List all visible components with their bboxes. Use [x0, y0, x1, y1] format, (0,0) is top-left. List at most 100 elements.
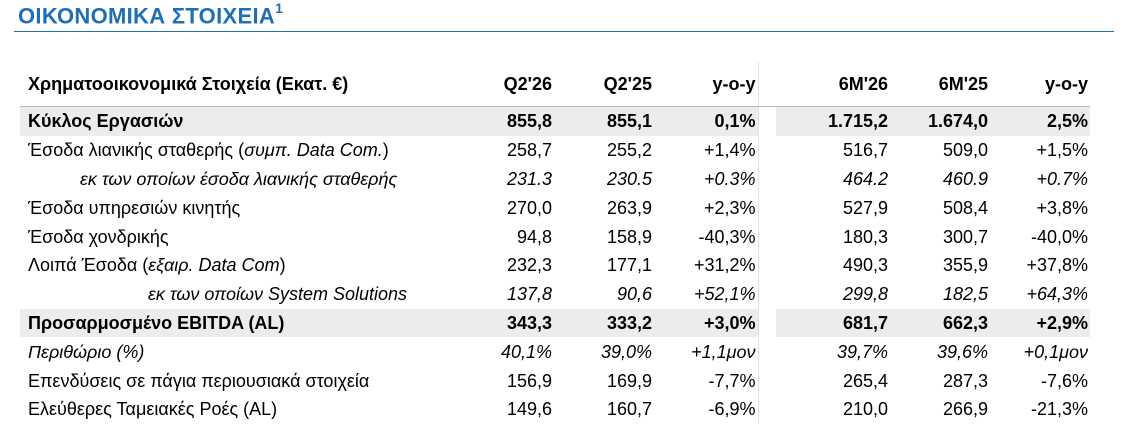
- cell-value: +0.7%: [1036, 168, 1088, 189]
- title-underline: [14, 31, 1114, 32]
- cell-value: 0,1%: [654, 106, 758, 136]
- table-row: Έσοδα λιανικής σταθερής (συμπ. Data Com.…: [20, 135, 1090, 165]
- header-col-q2-25: Q2'25: [554, 62, 654, 107]
- row-label: Λοιπά Έσοδα (εξαιρ. Data Com): [28, 255, 286, 276]
- page-title: ΟΙΚΟΝΟΜΙΚΑ ΣΤΟΙΧΕΙΑ1: [18, 0, 284, 29]
- cell-value: 231.3: [506, 168, 552, 189]
- column-gap: [757, 279, 776, 309]
- cell-value: 509,0: [942, 140, 988, 161]
- cell-value: 255,2: [606, 140, 652, 161]
- cell-value: 508,4: [942, 197, 988, 218]
- column-gap: [757, 394, 776, 424]
- cell-value: 90,6: [616, 284, 652, 305]
- column-gap: [757, 366, 776, 395]
- cell-value: -21,3%: [1030, 399, 1088, 420]
- header-col-yoy-q: y-o-y: [654, 62, 758, 107]
- cell-value: 527,9: [842, 197, 888, 218]
- column-gap: [757, 193, 776, 223]
- cell-value: 300,7: [942, 226, 988, 247]
- cell-value: 287,3: [942, 370, 988, 391]
- cell-value: 40,1%: [500, 341, 552, 362]
- cell-value: +64,3%: [1026, 284, 1088, 305]
- row-label: εκ των οποίων έσοδα λιανικής σταθερής: [80, 168, 398, 189]
- cell-value: 490,3: [842, 255, 888, 276]
- cell-value: +0.3%: [703, 168, 756, 189]
- cell-value: 333,2: [554, 308, 654, 338]
- cell-value: 270,0: [506, 197, 552, 218]
- cell-value: +37,8%: [1026, 255, 1088, 276]
- cell-value: 2,5%: [990, 106, 1090, 136]
- cell-value: -6,9%: [708, 399, 756, 420]
- column-gap: [757, 62, 776, 107]
- column-gap: [757, 222, 776, 251]
- row-label: Ελεύθερες Ταμειακές Ροές (AL): [28, 399, 278, 420]
- title-footnote-marker: 1: [275, 0, 284, 16]
- cell-value: 230.5: [606, 168, 652, 189]
- cell-value: +2,9%: [990, 308, 1090, 338]
- cell-value: 460.9: [942, 168, 988, 189]
- cell-value: 177,1: [606, 255, 652, 276]
- cell-value: 855,1: [554, 106, 654, 136]
- table-row: Επενδύσεις σε πάγια περιουσιακά στοιχεία…: [20, 366, 1090, 395]
- cell-value: 149,6: [506, 399, 552, 420]
- cell-value: 299,8: [842, 284, 888, 305]
- financial-table: Χρηματοοικονομικά Στοιχεία (Εκατ. €) Q2'…: [20, 62, 1090, 424]
- cell-value: 1.674,0: [890, 106, 990, 136]
- column-gap: [757, 106, 776, 136]
- cell-value: -7,6%: [1040, 370, 1088, 391]
- cell-value: 1.715,2: [776, 106, 890, 136]
- cell-value: +1,4%: [703, 140, 756, 161]
- table-header-row: Χρηματοοικονομικά Στοιχεία (Εκατ. €) Q2'…: [20, 62, 1090, 107]
- cell-value: 263,9: [606, 197, 652, 218]
- row-label: Περιθώριο (%): [28, 341, 145, 362]
- cell-value: 662,3: [890, 308, 990, 338]
- cell-value: 258,7: [506, 140, 552, 161]
- column-gap: [757, 250, 776, 280]
- cell-value: +2,3%: [703, 197, 756, 218]
- cell-value: 169,9: [606, 370, 652, 391]
- cell-value: +3,8%: [1036, 197, 1088, 218]
- column-gap: [757, 308, 776, 338]
- cell-value: 343,3: [454, 308, 554, 338]
- table-row: Έσοδα υπηρεσιών κινητής 270,0 263,9 +2,3…: [20, 193, 1090, 223]
- cell-value: -40,3%: [698, 226, 756, 247]
- row-label: Έσοδα υπηρεσιών κινητής: [28, 197, 241, 218]
- cell-value: 182,5: [942, 284, 988, 305]
- cell-value: +52,1%: [693, 284, 756, 305]
- cell-value: 464.2: [842, 168, 888, 189]
- row-label: Έσοδα χονδρικής: [28, 226, 169, 247]
- cell-value: +0,1μον: [1023, 341, 1088, 362]
- table-row: Περιθώριο (%) 40,1% 39,0% +1,1μον 39,7% …: [20, 337, 1090, 367]
- cell-value: 855,8: [454, 106, 554, 136]
- cell-value: 355,9: [942, 255, 988, 276]
- column-gap: [757, 135, 776, 165]
- cell-value: +3,0%: [654, 308, 758, 338]
- cell-value: 39,7%: [836, 341, 888, 362]
- cell-value: +1,5%: [1036, 140, 1088, 161]
- row-label: Έσοδα λιανικής σταθερής (συμπ. Data Com.…: [28, 140, 389, 161]
- table-row: Έσοδα χονδρικής 94,8 158,9 -40,3% 180,3 …: [20, 222, 1090, 251]
- cell-value: 516,7: [842, 140, 888, 161]
- table-row: εκ των οποίων System Solutions 137,8 90,…: [20, 279, 1090, 309]
- cell-value: 265,4: [842, 370, 888, 391]
- table-row: εκ των οποίων έσοδα λιανικής σταθερής 23…: [20, 164, 1090, 194]
- cell-value: -7,7%: [708, 370, 756, 391]
- cell-value: -40,0%: [1030, 226, 1088, 247]
- cell-value: +1,1μον: [691, 341, 756, 362]
- table-row: Ελεύθερες Ταμειακές Ροές (AL) 149,6 160,…: [20, 394, 1090, 424]
- row-label: Επενδύσεις σε πάγια περιουσιακά στοιχεία: [28, 370, 370, 391]
- header-label: Χρηματοοικονομικά Στοιχεία (Εκατ. €): [20, 62, 454, 107]
- row-label: εκ των οποίων System Solutions: [148, 284, 408, 305]
- cell-value: 232,3: [506, 255, 552, 276]
- cell-value: 137,8: [506, 284, 552, 305]
- cell-value: 210,0: [842, 399, 888, 420]
- cell-value: 180,3: [842, 226, 888, 247]
- cell-value: 266,9: [942, 399, 988, 420]
- column-gap: [757, 337, 776, 367]
- cell-value: 94,8: [516, 226, 552, 247]
- table-row: Κύκλος Εργασιών 855,8 855,1 0,1% 1.715,2…: [20, 106, 1090, 136]
- cell-value: 39,0%: [600, 341, 652, 362]
- row-label: Κύκλος Εργασιών: [20, 106, 454, 136]
- header-col-6m-25: 6M'25: [890, 62, 990, 107]
- table-row: Λοιπά Έσοδα (εξαιρ. Data Com) 232,3 177,…: [20, 250, 1090, 280]
